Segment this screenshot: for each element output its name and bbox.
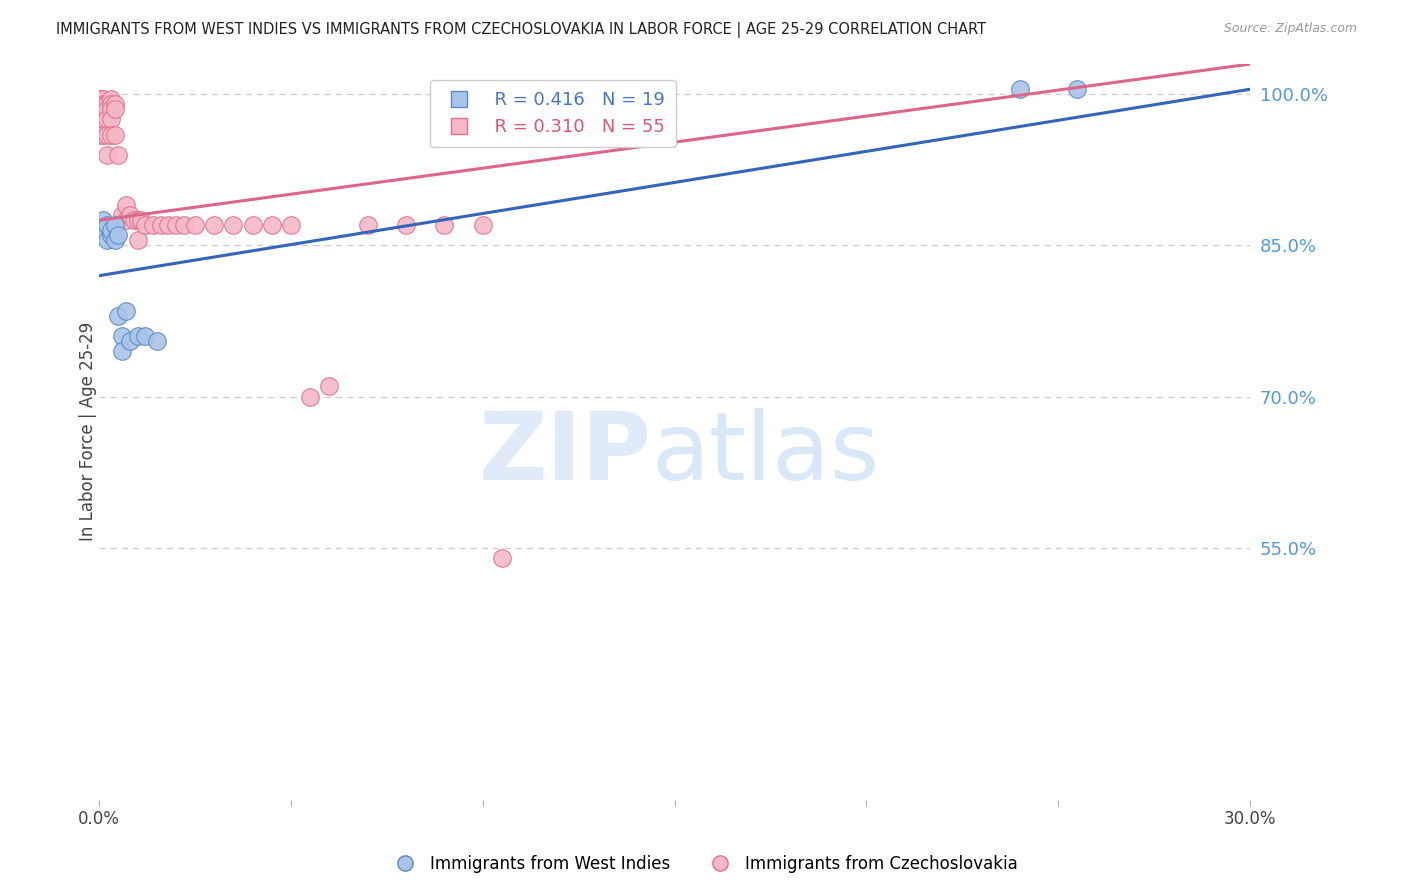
Point bbox=[299, 390, 322, 404]
Point bbox=[149, 219, 172, 233]
Point bbox=[127, 329, 149, 343]
Point bbox=[103, 233, 125, 247]
Legend:   R = 0.416   N = 19,   R = 0.310   N = 55: R = 0.416 N = 19, R = 0.310 N = 55 bbox=[430, 80, 675, 147]
Point bbox=[91, 97, 114, 112]
Point bbox=[100, 97, 122, 112]
Point bbox=[127, 213, 149, 227]
Text: ZIP: ZIP bbox=[478, 408, 651, 500]
Point bbox=[90, 97, 112, 112]
Text: IMMIGRANTS FROM WEST INDIES VS IMMIGRANTS FROM CZECHOSLOVAKIA IN LABOR FORCE | A: IMMIGRANTS FROM WEST INDIES VS IMMIGRANT… bbox=[56, 22, 987, 38]
Point bbox=[107, 309, 129, 323]
Point bbox=[100, 103, 122, 117]
Point bbox=[91, 103, 114, 117]
Point bbox=[280, 219, 302, 233]
Point bbox=[107, 147, 129, 161]
Legend: Immigrants from West Indies, Immigrants from Czechoslovakia: Immigrants from West Indies, Immigrants … bbox=[381, 848, 1025, 880]
Point bbox=[91, 92, 114, 106]
Point bbox=[90, 112, 112, 127]
Point bbox=[91, 213, 114, 227]
Point bbox=[184, 219, 207, 233]
Point bbox=[111, 329, 134, 343]
Point bbox=[134, 329, 156, 343]
Point bbox=[90, 103, 112, 117]
Point bbox=[145, 334, 167, 348]
Point bbox=[100, 92, 122, 106]
Point bbox=[96, 112, 118, 127]
Point bbox=[96, 97, 118, 112]
Point bbox=[103, 128, 125, 142]
Point bbox=[115, 213, 138, 227]
Point bbox=[103, 97, 125, 112]
Point bbox=[131, 213, 153, 227]
Point bbox=[94, 97, 117, 112]
Point bbox=[90, 128, 112, 142]
Point bbox=[118, 334, 141, 348]
Point bbox=[202, 219, 225, 233]
Point bbox=[115, 304, 138, 318]
Point bbox=[91, 92, 114, 106]
Point bbox=[103, 219, 125, 233]
Point bbox=[118, 208, 141, 222]
Point bbox=[100, 112, 122, 127]
Point bbox=[107, 228, 129, 243]
Y-axis label: In Labor Force | Age 25-29: In Labor Force | Age 25-29 bbox=[79, 322, 97, 541]
Point bbox=[395, 219, 418, 233]
Point bbox=[1008, 82, 1031, 96]
Text: atlas: atlas bbox=[651, 408, 880, 500]
Point bbox=[100, 128, 122, 142]
Point bbox=[103, 103, 125, 117]
Point bbox=[157, 219, 180, 233]
Point bbox=[134, 219, 156, 233]
Point bbox=[318, 379, 340, 393]
Point bbox=[96, 103, 118, 117]
Point bbox=[127, 233, 149, 247]
Point bbox=[96, 219, 118, 233]
Point bbox=[91, 112, 114, 127]
Point bbox=[260, 219, 283, 233]
Point bbox=[90, 92, 112, 106]
Point bbox=[100, 228, 122, 243]
Point bbox=[433, 219, 456, 233]
Point bbox=[100, 223, 122, 237]
Point bbox=[491, 550, 513, 565]
Point bbox=[91, 103, 114, 117]
Point bbox=[96, 147, 118, 161]
Point bbox=[91, 128, 114, 142]
Point bbox=[222, 219, 245, 233]
Point bbox=[357, 219, 380, 233]
Point bbox=[471, 219, 494, 233]
Point bbox=[173, 219, 195, 233]
Text: Source: ZipAtlas.com: Source: ZipAtlas.com bbox=[1223, 22, 1357, 36]
Point bbox=[111, 344, 134, 359]
Point bbox=[242, 219, 264, 233]
Point bbox=[122, 213, 145, 227]
Point bbox=[96, 128, 118, 142]
Point bbox=[1066, 82, 1088, 96]
Point bbox=[91, 223, 114, 237]
Point bbox=[96, 233, 118, 247]
Point bbox=[142, 219, 165, 233]
Point bbox=[91, 97, 114, 112]
Point bbox=[115, 198, 138, 212]
Point bbox=[165, 219, 187, 233]
Point bbox=[111, 208, 134, 222]
